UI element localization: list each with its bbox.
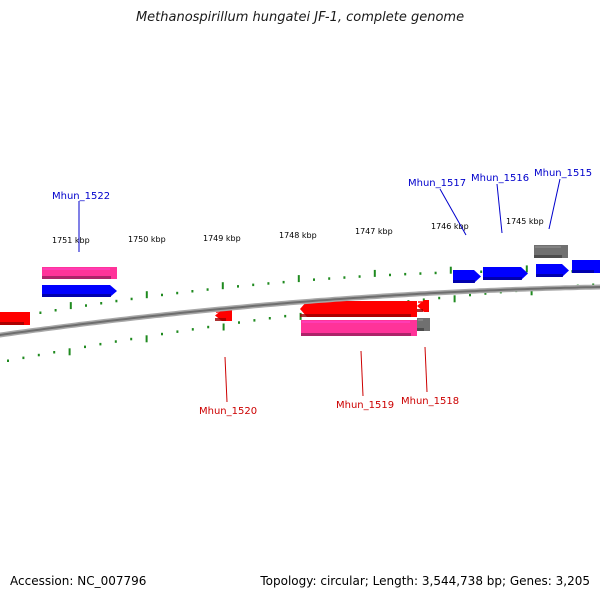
genome-summary-text: Topology: circular; Length: 3,544,738 bp… [260,574,590,588]
forward-gene-label: Mhun_1517 [408,178,466,189]
cds-mhun-1515 [536,264,569,277]
gene-labels: Mhun_1522 Mhun_1517 Mhun_1516 Mhun_1515 Mhun… [52,168,592,417]
tick-label: 1745 kbp [506,217,544,226]
cds-mhun-1521 [42,285,117,297]
cds-mhun-1517 [453,270,481,283]
accession-text: Accession: NC_007796 [10,574,147,588]
leader-line [496,183,503,234]
gene-features [0,245,600,336]
tick-label: 1747 kbp [355,227,393,236]
leader-line [439,188,467,236]
leader-line [548,178,561,230]
cds-mhun-1520 [215,310,232,321]
cds-mhun-1523 [0,312,30,325]
tick-label: 1749 kbp [203,234,241,243]
pseudogene-mhun-1515 [534,245,568,258]
cds-mhun-1519 [300,301,417,317]
forward-gene-label: Mhun_1516 [471,173,529,184]
rna-gene-mhun-1522 [42,267,117,279]
leader-line [224,356,228,403]
tick-label: 1750 kbp [128,235,166,244]
cds-mhun-1518 [417,300,429,312]
leader-line [360,350,364,397]
tick-label: 1748 kbp [279,231,317,240]
map-title: Methanospirillum hungatei JF-1, complete… [135,10,465,25]
cds-mhun-1514 [572,260,600,273]
leader-line [424,346,428,393]
reverse-gene-label: Mhun_1520 [199,406,257,417]
pseudogene-mhun-1518 [417,318,430,331]
tick-label: 1746 kbp [431,222,469,231]
tick-label: 1751 kbp [52,236,90,245]
reverse-gene-label: Mhun_1519 [336,400,394,411]
reverse-gene-label: Mhun_1518 [401,396,459,407]
tick-labels: 1751 kbp 1750 kbp 1749 kbp 1748 kbp 1747 kbp… [52,217,544,245]
genome-backbone [0,284,600,338]
forward-gene-label: Mhun_1515 [534,168,592,179]
forward-gene-label: Mhun_1522 [52,191,110,202]
backbone-core [0,285,600,337]
rna-gene-mhun-1519 [301,320,417,336]
cds-mhun-1516 [483,267,528,280]
